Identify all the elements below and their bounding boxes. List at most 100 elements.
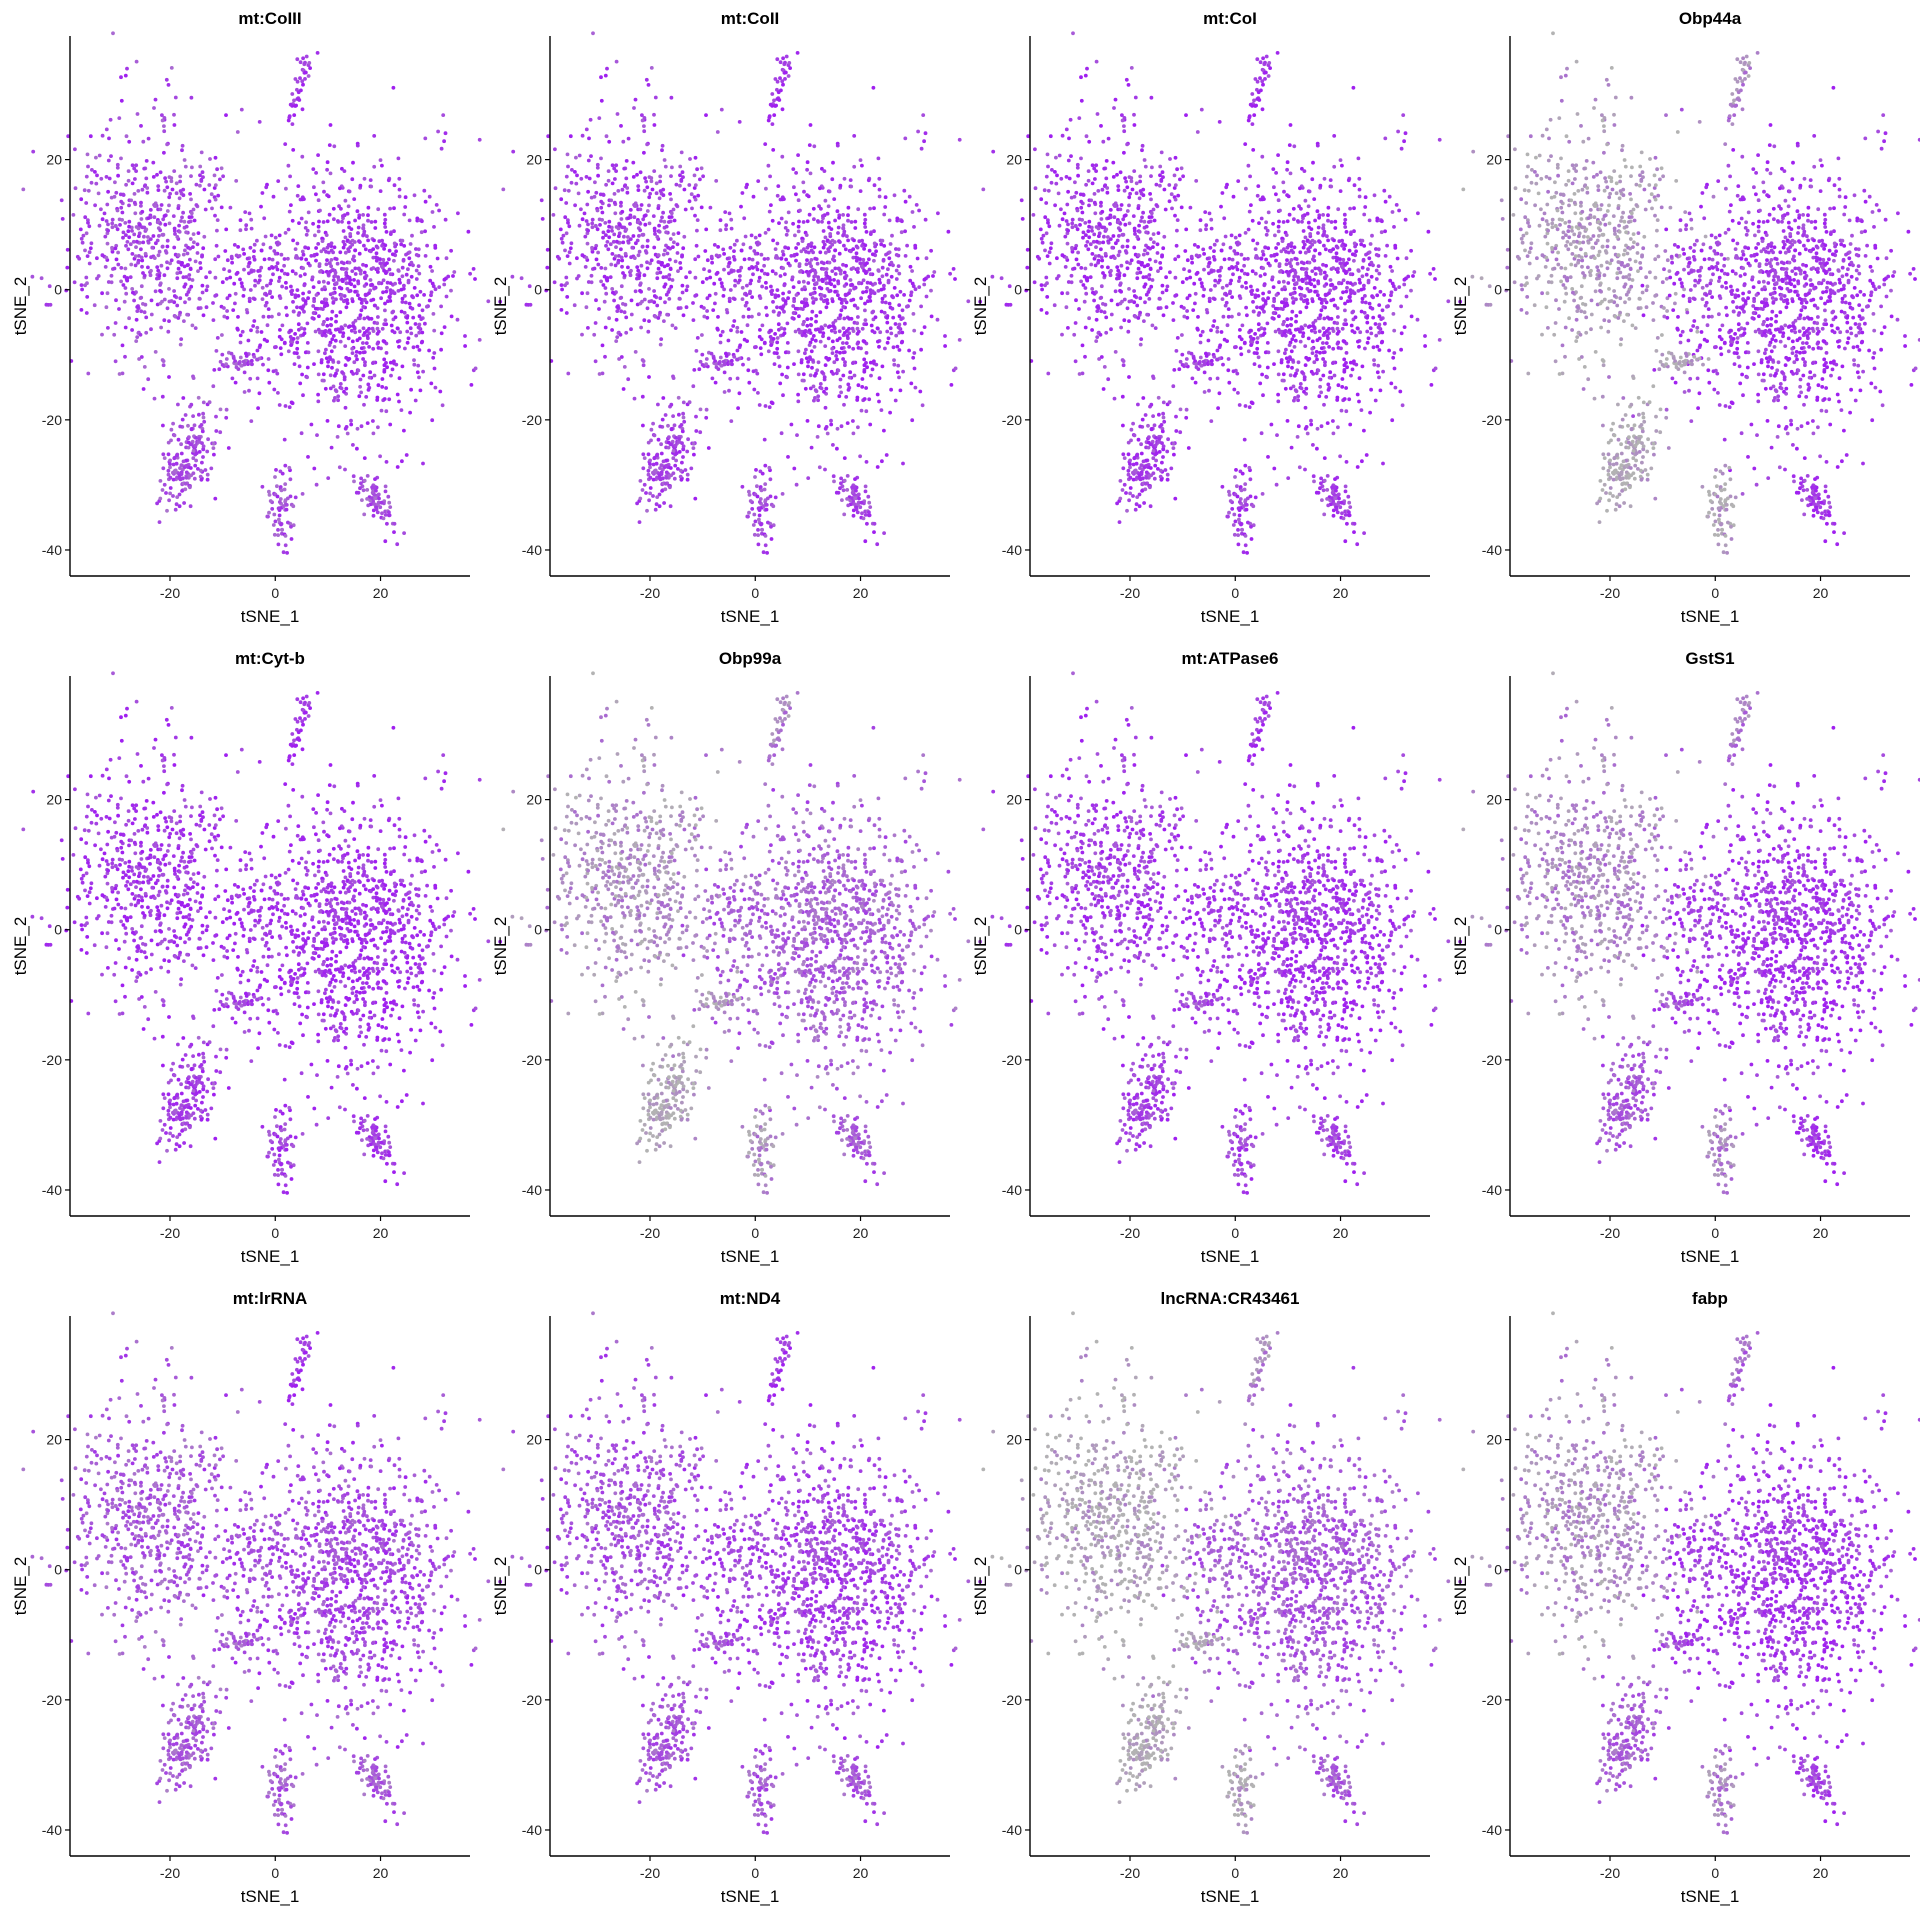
cell-point bbox=[619, 309, 624, 314]
cell-point bbox=[182, 319, 186, 323]
cell-point bbox=[913, 385, 918, 390]
cell-point bbox=[386, 299, 390, 304]
cell-point bbox=[158, 496, 163, 501]
cell-point bbox=[900, 219, 904, 224]
cell-point bbox=[850, 326, 855, 331]
cell-point bbox=[1155, 242, 1160, 247]
cell-point bbox=[924, 294, 929, 299]
cell-point bbox=[142, 234, 146, 239]
cell-point bbox=[277, 279, 281, 283]
cell-point bbox=[1101, 240, 1106, 245]
cell-point bbox=[861, 516, 866, 521]
cell-point bbox=[892, 358, 896, 362]
cell-point bbox=[371, 247, 376, 252]
cell-point bbox=[343, 344, 348, 348]
cell-point bbox=[301, 252, 306, 257]
cell-point bbox=[700, 352, 705, 357]
cell-point bbox=[824, 305, 829, 310]
cell-point bbox=[403, 195, 408, 200]
cell-point bbox=[656, 266, 661, 271]
cell-point bbox=[641, 217, 646, 222]
cell-point bbox=[821, 239, 826, 244]
cell-point bbox=[1042, 188, 1047, 193]
cell-point bbox=[1163, 207, 1168, 212]
cell-point bbox=[837, 215, 841, 220]
cell-point bbox=[775, 288, 780, 292]
cell-point bbox=[1115, 172, 1119, 177]
cell-point bbox=[1246, 256, 1250, 261]
cell-point bbox=[205, 284, 210, 289]
cell-point bbox=[852, 134, 857, 138]
cell-point bbox=[390, 252, 395, 257]
cell-point bbox=[192, 476, 197, 481]
cell-point bbox=[859, 346, 863, 351]
cell-point bbox=[804, 301, 809, 306]
cell-point bbox=[808, 171, 813, 176]
cell-point bbox=[127, 139, 132, 144]
cell-point bbox=[347, 324, 352, 329]
cell-point bbox=[403, 294, 407, 298]
cell-point bbox=[771, 148, 776, 152]
cell-point bbox=[21, 187, 26, 192]
cell-point bbox=[176, 437, 181, 442]
cell-point bbox=[391, 85, 396, 90]
cell-point bbox=[716, 245, 720, 249]
cell-point bbox=[172, 245, 177, 250]
cell-point bbox=[861, 257, 866, 262]
cell-point bbox=[713, 380, 718, 385]
cell-point bbox=[1174, 243, 1179, 248]
cell-point bbox=[184, 275, 189, 279]
cell-point bbox=[155, 238, 160, 243]
cell-point bbox=[655, 495, 660, 499]
cell-point bbox=[764, 305, 768, 310]
cell-point bbox=[423, 229, 427, 234]
cell-point bbox=[632, 215, 637, 220]
cell-point bbox=[388, 281, 393, 285]
cell-point bbox=[233, 359, 238, 364]
cell-point bbox=[681, 175, 685, 180]
cell-point bbox=[1100, 187, 1105, 192]
cell-point bbox=[162, 129, 167, 134]
cell-point bbox=[641, 452, 646, 457]
cell-point bbox=[130, 287, 135, 291]
cell-point bbox=[1102, 273, 1107, 278]
cell-point bbox=[247, 260, 252, 265]
cell-point bbox=[187, 220, 191, 224]
cell-point bbox=[197, 436, 202, 441]
cell-point bbox=[1079, 156, 1083, 161]
cell-point bbox=[144, 159, 149, 163]
cell-point bbox=[1115, 238, 1120, 243]
cell-point bbox=[658, 270, 663, 275]
cell-point bbox=[413, 398, 418, 403]
cell-point bbox=[418, 388, 423, 393]
cell-point bbox=[565, 281, 569, 286]
cell-point bbox=[304, 54, 309, 59]
cell-point bbox=[1099, 204, 1103, 208]
cell-point bbox=[882, 428, 886, 433]
cell-point bbox=[343, 323, 348, 328]
cell-point bbox=[1140, 148, 1144, 153]
cell-point bbox=[900, 330, 905, 335]
cell-point bbox=[1136, 206, 1141, 211]
cell-point bbox=[1071, 31, 1075, 36]
cell-point bbox=[903, 229, 907, 234]
cell-point bbox=[1148, 192, 1152, 196]
cell-point bbox=[1140, 215, 1144, 220]
cell-point bbox=[370, 326, 375, 331]
cell-point bbox=[1096, 226, 1101, 231]
cell-point bbox=[238, 277, 242, 282]
cell-point bbox=[443, 217, 448, 222]
cell-point bbox=[396, 339, 400, 344]
cell-point bbox=[872, 530, 876, 534]
cell-point bbox=[1125, 238, 1130, 243]
cell-point bbox=[157, 249, 162, 254]
cell-point bbox=[330, 365, 334, 370]
cell-point bbox=[762, 437, 767, 442]
cell-point bbox=[175, 495, 180, 499]
cell-point bbox=[116, 173, 120, 178]
cell-point bbox=[249, 270, 254, 274]
cell-point bbox=[780, 249, 785, 254]
cell-point bbox=[779, 216, 784, 221]
cell-point bbox=[422, 293, 426, 297]
cell-point bbox=[1169, 192, 1174, 197]
